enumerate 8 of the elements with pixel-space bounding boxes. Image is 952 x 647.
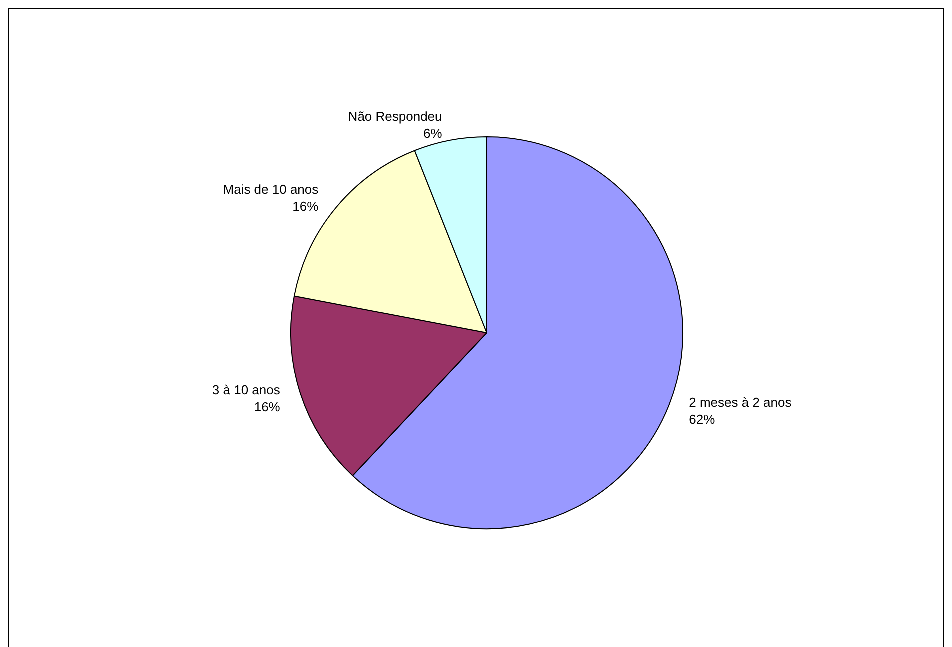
data-label: 16%	[292, 198, 320, 214]
slice-label: 3 à 10 anos	[212, 382, 281, 398]
slice-label: 2 meses à 2 anos	[689, 395, 792, 410]
data-label: 16%	[254, 400, 281, 415]
data-label: 62%	[689, 412, 716, 428]
data-label: 6%	[423, 126, 443, 141]
slice-label: Não Respondeu	[348, 108, 442, 124]
slice-label: Mais de 10 anos	[223, 182, 320, 197]
